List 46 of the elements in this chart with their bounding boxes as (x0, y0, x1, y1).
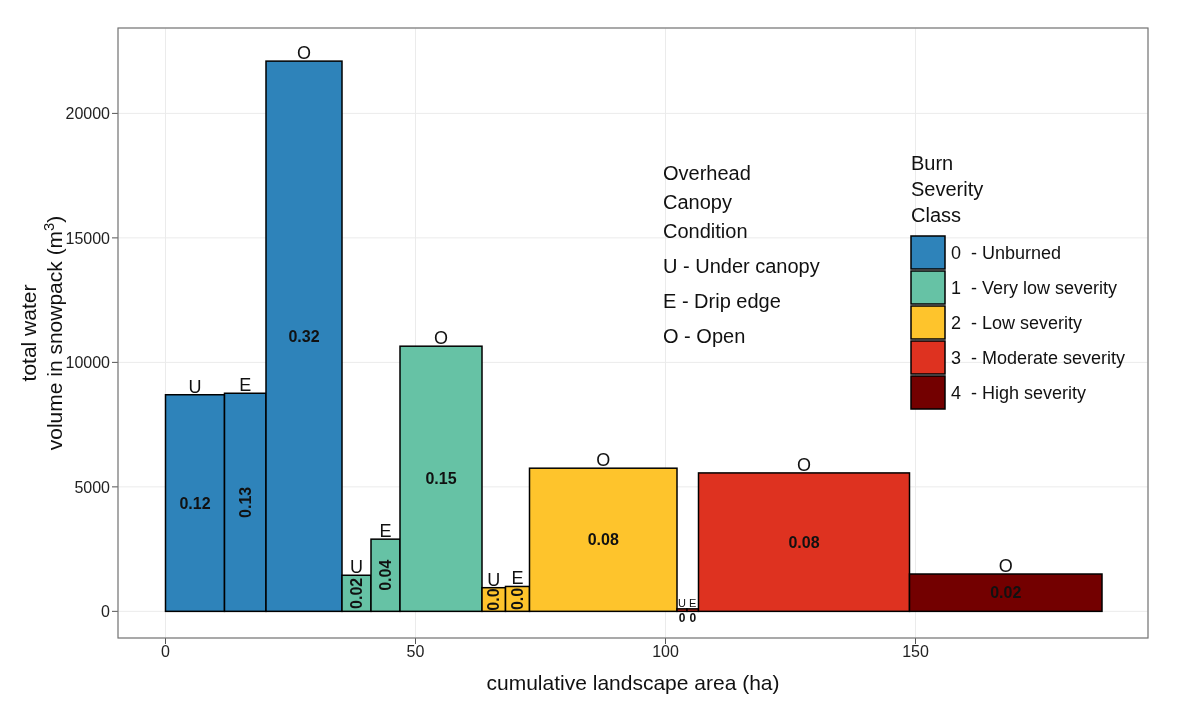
y-tick-label: 10000 (65, 354, 111, 372)
annotation: U (678, 596, 687, 609)
annotation: O (296, 43, 312, 64)
annotation: 0.02 (348, 577, 365, 609)
annotation: Overhead Canopy Condition (663, 162, 751, 242)
annotation: 0.15 (425, 470, 457, 488)
legend-title: Burn Severity Class (911, 152, 984, 226)
legend-label: 1 - Very low severity (951, 278, 1118, 298)
annotation: 0.02 (990, 584, 1022, 602)
annotation: O (433, 328, 449, 349)
annotation: 0.08 (587, 531, 619, 549)
annotation: U (188, 376, 202, 397)
annotation: 0 (678, 611, 686, 626)
y-tick-label: 20000 (65, 105, 111, 123)
annotation: O - Open (663, 325, 746, 347)
x-tick-label: 50 (406, 643, 425, 661)
annotation: 0.12 (179, 494, 211, 512)
annotation: U - Under canopy (663, 255, 820, 277)
legend-label: 2 - Low severity (951, 313, 1083, 333)
annotation: 0.13 (236, 486, 254, 518)
annotation: 0.04 (377, 559, 394, 591)
legend-label: 0 - Unburned (951, 243, 1062, 263)
annotation: O (596, 450, 611, 471)
legend-label: 3 - Moderate severity (951, 348, 1126, 368)
x-tick-label: 0 (161, 643, 171, 661)
annotation: E (239, 375, 252, 396)
x-tick-label: 100 (652, 643, 679, 661)
annotation: E (511, 568, 524, 589)
annotation: 0.0 (509, 587, 526, 611)
annotation: 0 (689, 611, 697, 626)
x-axis-title: cumulative landscape area (ha) (486, 671, 780, 694)
annotation: E (689, 596, 697, 609)
annotation: 0.32 (288, 327, 320, 345)
annotation: O (998, 556, 1013, 577)
annotation: O (796, 454, 812, 475)
annotation: E (379, 521, 392, 542)
annotation: 0.08 (788, 533, 820, 551)
y-tick-label: 15000 (65, 229, 111, 247)
annotation: 0.0 (485, 588, 503, 611)
annotation: E - Drip edge (663, 290, 781, 312)
y-tick-label: 5000 (74, 478, 111, 496)
y-tick-label: 0 (101, 603, 111, 621)
annotation: U (487, 569, 501, 590)
annotation: U (350, 557, 363, 578)
legend-label: 4 - High severity (951, 383, 1087, 403)
x-tick-label: 150 (902, 643, 929, 661)
